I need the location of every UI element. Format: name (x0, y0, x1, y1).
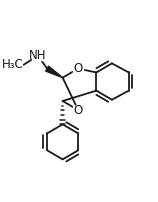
Text: O: O (74, 104, 83, 117)
Bar (73, 64, 83, 73)
Polygon shape (46, 66, 63, 78)
Text: O: O (74, 62, 83, 75)
Bar (32, 52, 44, 60)
Bar (73, 106, 83, 114)
Text: H₃C: H₃C (2, 58, 24, 71)
Text: NH: NH (29, 49, 47, 62)
